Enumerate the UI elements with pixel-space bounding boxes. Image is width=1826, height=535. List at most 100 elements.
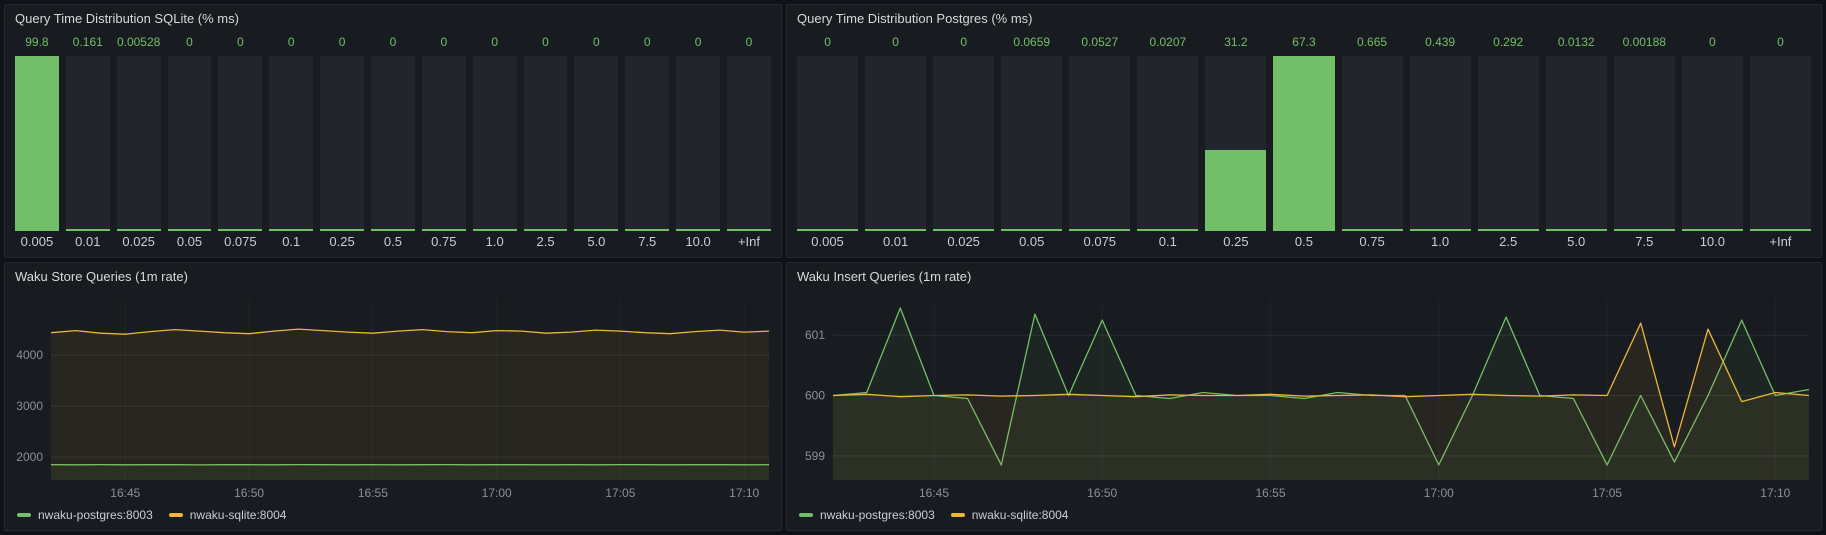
bar-track bbox=[15, 56, 59, 231]
bar-category-label: 0.05 bbox=[176, 234, 203, 249]
bar-track bbox=[676, 56, 721, 231]
panel-title-store-queries[interactable]: Waku Store Queries (1m rate) bbox=[15, 269, 188, 284]
bar-fill bbox=[1545, 229, 1607, 231]
bar-track bbox=[371, 56, 415, 231]
x-axis-tick: 16:55 bbox=[1255, 486, 1285, 500]
bar-fill bbox=[320, 229, 365, 231]
histogram-bar-0.025: 0 0.025 bbox=[933, 35, 995, 251]
bar-track bbox=[797, 56, 859, 231]
bar-fill bbox=[1613, 229, 1675, 231]
legend-series-swatch bbox=[799, 513, 813, 517]
bar-category-label: +Inf bbox=[1769, 234, 1792, 249]
bar-value-label: 67.3 bbox=[1292, 35, 1316, 49]
bar-value-label: 0 bbox=[338, 35, 346, 49]
bar-fill bbox=[1273, 56, 1335, 231]
legend-series-swatch bbox=[168, 513, 183, 517]
legend-item-nwaku-postgres:8003[interactable]: nwaku-postgres:8003 bbox=[17, 508, 153, 522]
histogram-bar-0.1: 0.0207 0.1 bbox=[1137, 35, 1199, 251]
x-axis-tick: 16:50 bbox=[1087, 486, 1117, 500]
panel-waku-insert-queries: Waku Insert Queries (1m rate) 16:45 16:50… bbox=[786, 262, 1822, 531]
histogram-bar-0.025: 0.00528 0.025 bbox=[116, 35, 161, 251]
histogram-bar-10.0: 0 10.0 bbox=[676, 35, 721, 251]
histogram-postgres: 0 0.005 0 0.01 0 0.025 0.0659 0.05 0.0527 0.075 0.… bbox=[787, 33, 1821, 257]
panel-title-postgres[interactable]: Query Time Distribution Postgres (% ms) bbox=[797, 11, 1033, 26]
x-axis-tick: 16:55 bbox=[358, 486, 388, 500]
histogram-bar-10.0: 0 10.0 bbox=[1681, 35, 1743, 251]
histogram-bar-0.05: 0.0659 0.05 bbox=[1001, 35, 1063, 251]
bar-value-label: 0.00528 bbox=[116, 35, 161, 49]
histogram-bar-5.0: 0.0132 5.0 bbox=[1545, 35, 1607, 251]
bar-value-label: 0.161 bbox=[72, 35, 103, 49]
x-axis-tick: 17:00 bbox=[482, 486, 512, 500]
bar-fill bbox=[371, 229, 415, 231]
bar-track bbox=[865, 56, 927, 231]
bar-value-label: 0 bbox=[287, 35, 295, 49]
x-axis-tick: 17:00 bbox=[1424, 486, 1454, 500]
bar-track bbox=[1749, 56, 1811, 231]
histogram-bar-1.0: 0.439 1.0 bbox=[1409, 35, 1471, 251]
bar-track bbox=[727, 56, 771, 231]
histogram-bar-0.01: 0.161 0.01 bbox=[65, 35, 110, 251]
bar-value-label: 0 bbox=[440, 35, 448, 49]
bar-value-label: 0.0132 bbox=[1557, 35, 1595, 49]
bar-category-label: 0.01 bbox=[882, 234, 909, 249]
bar-track bbox=[1205, 56, 1267, 231]
bar-fill bbox=[933, 229, 995, 231]
bar-fill bbox=[865, 229, 927, 231]
legend-series-label: nwaku-sqlite:8004 bbox=[971, 508, 1069, 522]
legend-item-nwaku-sqlite:8004[interactable]: nwaku-sqlite:8004 bbox=[950, 508, 1069, 522]
bar-track bbox=[1069, 56, 1131, 231]
bar-fill bbox=[1477, 229, 1539, 231]
histogram-bar-0.5: 67.3 0.5 bbox=[1273, 35, 1335, 251]
timeseries-plot: 16:45 16:50 16:55 17:00 17:05 17:10 2000 3000 40… bbox=[16, 299, 770, 500]
bar-fill bbox=[116, 229, 161, 231]
bar-value-label: 0 bbox=[1777, 35, 1784, 49]
legend-store-queries: nwaku-postgres:8003 nwaku-sqlite:8004 bbox=[5, 504, 781, 530]
x-axis-tick: 16:45 bbox=[110, 486, 140, 500]
bar-fill bbox=[421, 229, 466, 231]
panel-title-sqlite[interactable]: Query Time Distribution SQLite (% ms) bbox=[15, 11, 239, 26]
histogram-bar-5.0: 0 5.0 bbox=[574, 35, 619, 251]
bar-category-label: 2.5 bbox=[536, 234, 555, 249]
bar-category-label: 0.025 bbox=[122, 234, 155, 249]
bar-category-label: 0.75 bbox=[1359, 234, 1385, 249]
legend-series-swatch bbox=[17, 513, 31, 517]
bar-track bbox=[1681, 56, 1743, 231]
y-axis-tick: 601 bbox=[805, 328, 825, 342]
histogram-bar-0.25: 31.2 0.25 bbox=[1205, 35, 1267, 251]
x-axis-tick: 17:05 bbox=[605, 486, 635, 500]
panel-title-insert-queries[interactable]: Waku Insert Queries (1m rate) bbox=[797, 269, 972, 284]
x-axis-tick: 17:05 bbox=[1592, 486, 1622, 500]
bar-track bbox=[933, 56, 995, 231]
bar-fill bbox=[1409, 229, 1471, 231]
y-axis-tick: 2000 bbox=[16, 450, 43, 464]
bar-track bbox=[1477, 56, 1539, 231]
bar-value-label: 0 bbox=[694, 35, 702, 49]
histogram-bar-0.05: 0 0.05 bbox=[167, 35, 212, 251]
bar-category-label: 7.5 bbox=[1635, 234, 1654, 249]
bar-fill bbox=[1069, 229, 1131, 231]
bar-fill bbox=[167, 229, 212, 231]
x-axis-tick: 16:45 bbox=[919, 486, 949, 500]
bar-category-label: 0.01 bbox=[75, 234, 101, 249]
legend-item-nwaku-postgres:8003[interactable]: nwaku-postgres:8003 bbox=[799, 508, 935, 522]
bar-fill bbox=[472, 229, 517, 231]
bar-fill bbox=[1681, 229, 1743, 231]
bar-track bbox=[1341, 56, 1403, 231]
x-axis-tick: 16:50 bbox=[234, 486, 264, 500]
bar-category-label: 7.5 bbox=[638, 234, 657, 249]
bar-track bbox=[218, 56, 263, 231]
legend-series-swatch bbox=[950, 513, 965, 517]
bar-track bbox=[269, 56, 314, 231]
bar-value-label: 0.439 bbox=[1425, 35, 1456, 49]
bar-track bbox=[65, 56, 110, 231]
histogram-bar-7.5: 0.00188 7.5 bbox=[1613, 35, 1675, 251]
bar-value-label: 0.0207 bbox=[1149, 35, 1187, 49]
histogram-bar-0.075: 0 0.075 bbox=[218, 35, 263, 251]
bar-category-label: 0.5 bbox=[383, 234, 402, 249]
histogram-bar-0.75: 0.665 0.75 bbox=[1341, 35, 1403, 251]
bar-track bbox=[523, 56, 568, 231]
bar-category-label: 1.0 bbox=[1431, 234, 1450, 249]
histogram-bar-0.01: 0 0.01 bbox=[865, 35, 927, 251]
legend-item-nwaku-sqlite:8004[interactable]: nwaku-sqlite:8004 bbox=[168, 508, 286, 522]
